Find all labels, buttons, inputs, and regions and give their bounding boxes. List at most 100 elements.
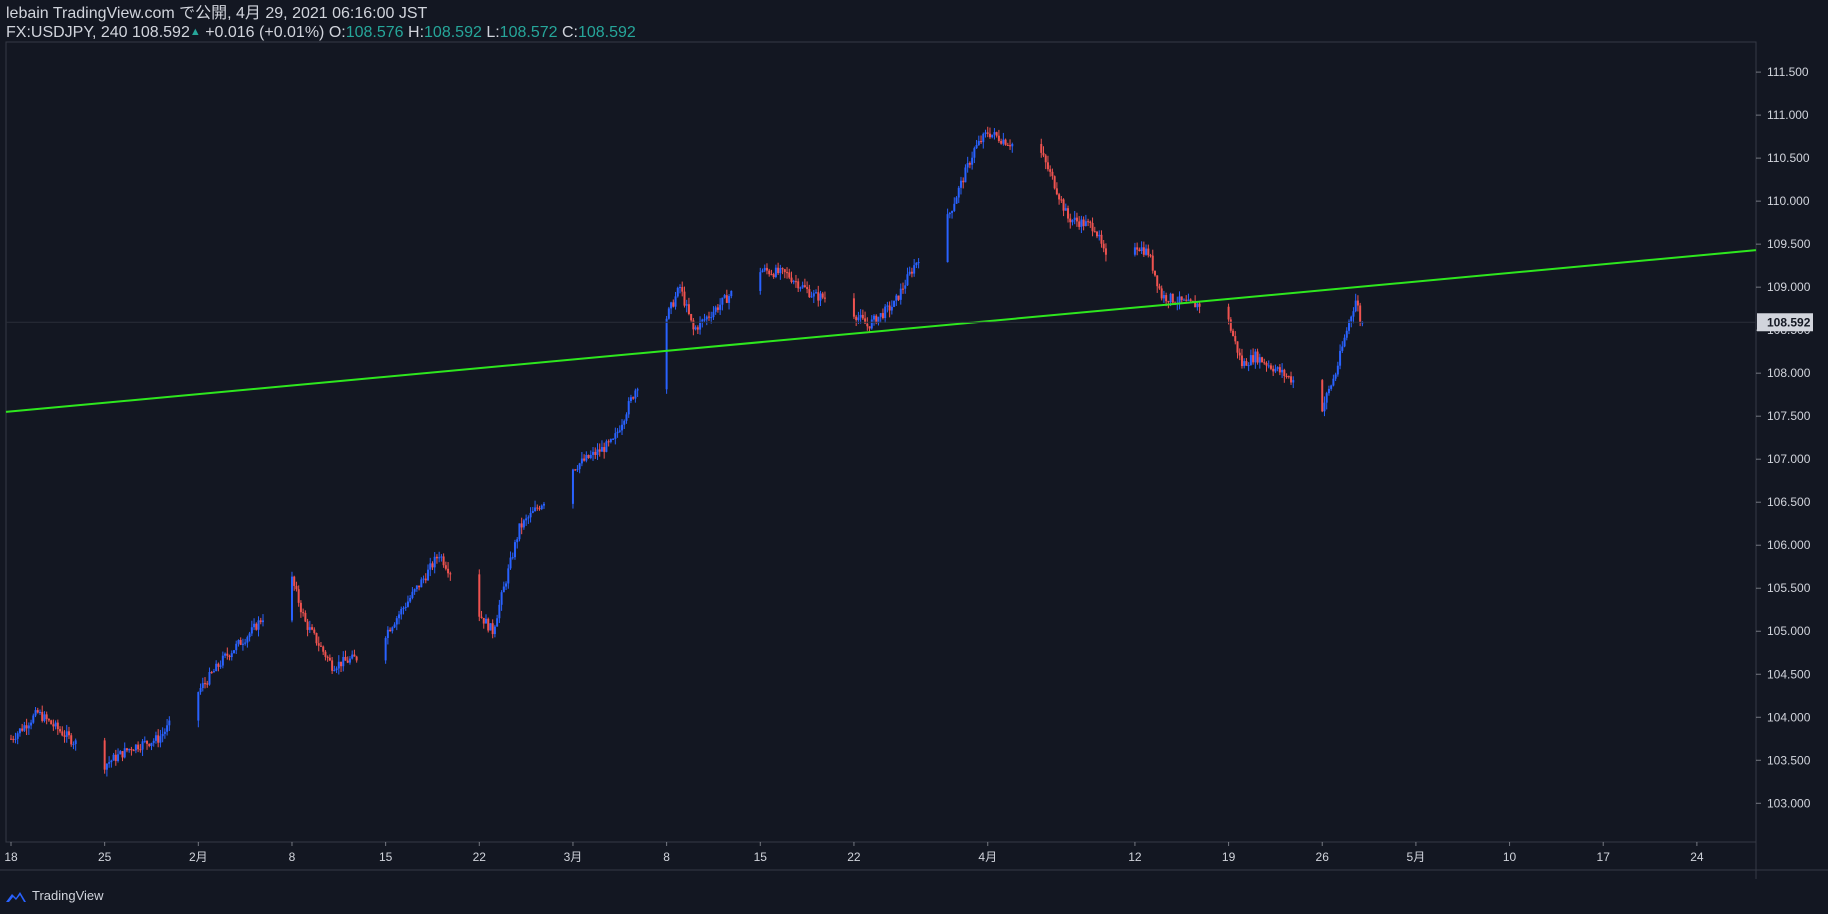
candle-body (864, 318, 867, 324)
candle-body (1243, 361, 1246, 367)
candle-body (331, 660, 334, 671)
candle-body (420, 579, 423, 588)
trendline[interactable] (5, 249, 1757, 413)
candle-body (391, 627, 394, 632)
candle-body (433, 556, 436, 568)
candle-body (1274, 368, 1277, 372)
candle-body (1261, 357, 1264, 363)
candle-body (701, 319, 704, 322)
candle-body (703, 319, 706, 321)
candle-body (1082, 219, 1085, 226)
candle-body (1281, 369, 1284, 373)
candle-body (143, 740, 146, 742)
candle-body (1290, 376, 1293, 383)
candle-body (16, 733, 19, 739)
candle-body (1325, 393, 1328, 403)
candle-body (988, 133, 991, 138)
candle-body (576, 469, 579, 471)
candle-body (890, 306, 893, 311)
candle-body (971, 157, 974, 165)
x-tick-label: 25 (98, 850, 112, 864)
candle-body (197, 692, 200, 721)
y-tick-label: 105.500 (1767, 581, 1811, 595)
candle-body (525, 518, 528, 521)
time-axis[interactable]: 18 25 2月 8 15 22 3月 8 15 22 4月 12 19 26 5月 10 17 24 (4, 842, 1704, 864)
candle-body (1091, 222, 1094, 232)
price-axis[interactable]: 103.000 103.500 104.000 104.500 105.000 105.5… (1756, 65, 1811, 810)
candle-body (1089, 221, 1092, 223)
candle-body (32, 715, 35, 723)
candle-body (146, 740, 149, 744)
candle-body (1332, 378, 1335, 386)
candle-body (306, 621, 309, 630)
candle-body (1093, 231, 1096, 233)
candle-body (123, 748, 126, 758)
candle-body (855, 316, 858, 321)
candle-body (1084, 221, 1087, 226)
candle-body (589, 454, 592, 458)
candle-body (114, 754, 117, 761)
candle-body (38, 711, 41, 713)
candle-body (1267, 365, 1270, 367)
candle-body (975, 144, 978, 149)
candle-body (607, 441, 610, 443)
candle-body (335, 668, 338, 671)
candle-body (520, 523, 523, 528)
candle-body (730, 290, 733, 297)
candle-body (574, 469, 577, 471)
candle-body (857, 317, 860, 321)
candle-body (110, 760, 113, 763)
candle-body (1254, 351, 1257, 363)
candle-body (799, 287, 802, 289)
candle-body (728, 296, 731, 303)
candle-body (913, 265, 916, 274)
candle-body (886, 305, 889, 307)
candle-body (1247, 365, 1250, 367)
candle-body (629, 397, 632, 402)
candle-body (803, 285, 806, 288)
candle-body (881, 313, 884, 319)
candle-body (1287, 376, 1290, 378)
candle-body (442, 556, 445, 566)
candle-body (614, 433, 617, 439)
candle-body (435, 556, 438, 559)
candle-body (540, 505, 543, 510)
candle-body (393, 624, 396, 628)
candle-body (1189, 299, 1192, 301)
candle-body (1356, 300, 1359, 306)
candle-body (498, 604, 501, 619)
candle-body (226, 653, 229, 656)
candle-body (859, 314, 862, 318)
x-tick-label: 4月 (978, 850, 997, 864)
last-price: 108.592 (132, 24, 190, 41)
candle-body (946, 214, 949, 263)
candle-body (973, 148, 976, 158)
symbol-label[interactable]: FX:USDJPY, 240 (6, 24, 128, 41)
grid (0, 41, 1828, 879)
candle-body (297, 589, 300, 603)
candle-body (587, 454, 590, 458)
candle-body (1140, 247, 1143, 252)
candle-body (1075, 217, 1078, 222)
candle-body (1352, 311, 1355, 317)
candle-body (571, 469, 574, 504)
candle-body (10, 738, 12, 740)
candle-body (255, 623, 258, 630)
change-value: +0.016 (+0.01%) (205, 24, 325, 41)
plot-frame (5, 41, 1757, 843)
candle-body (65, 731, 68, 737)
candle-body (1361, 322, 1364, 324)
candle-body (1069, 218, 1072, 223)
candle-body (1040, 144, 1043, 153)
footer-brand[interactable]: TradingView (5, 888, 104, 903)
y-tick-label: 106.500 (1767, 495, 1811, 509)
candle-body (1071, 219, 1074, 223)
candle-body (948, 212, 951, 215)
candle-body (794, 281, 797, 283)
candle-body (210, 672, 213, 674)
candle-body (1345, 330, 1348, 338)
candle-body (348, 658, 351, 663)
candle-body (344, 656, 347, 661)
